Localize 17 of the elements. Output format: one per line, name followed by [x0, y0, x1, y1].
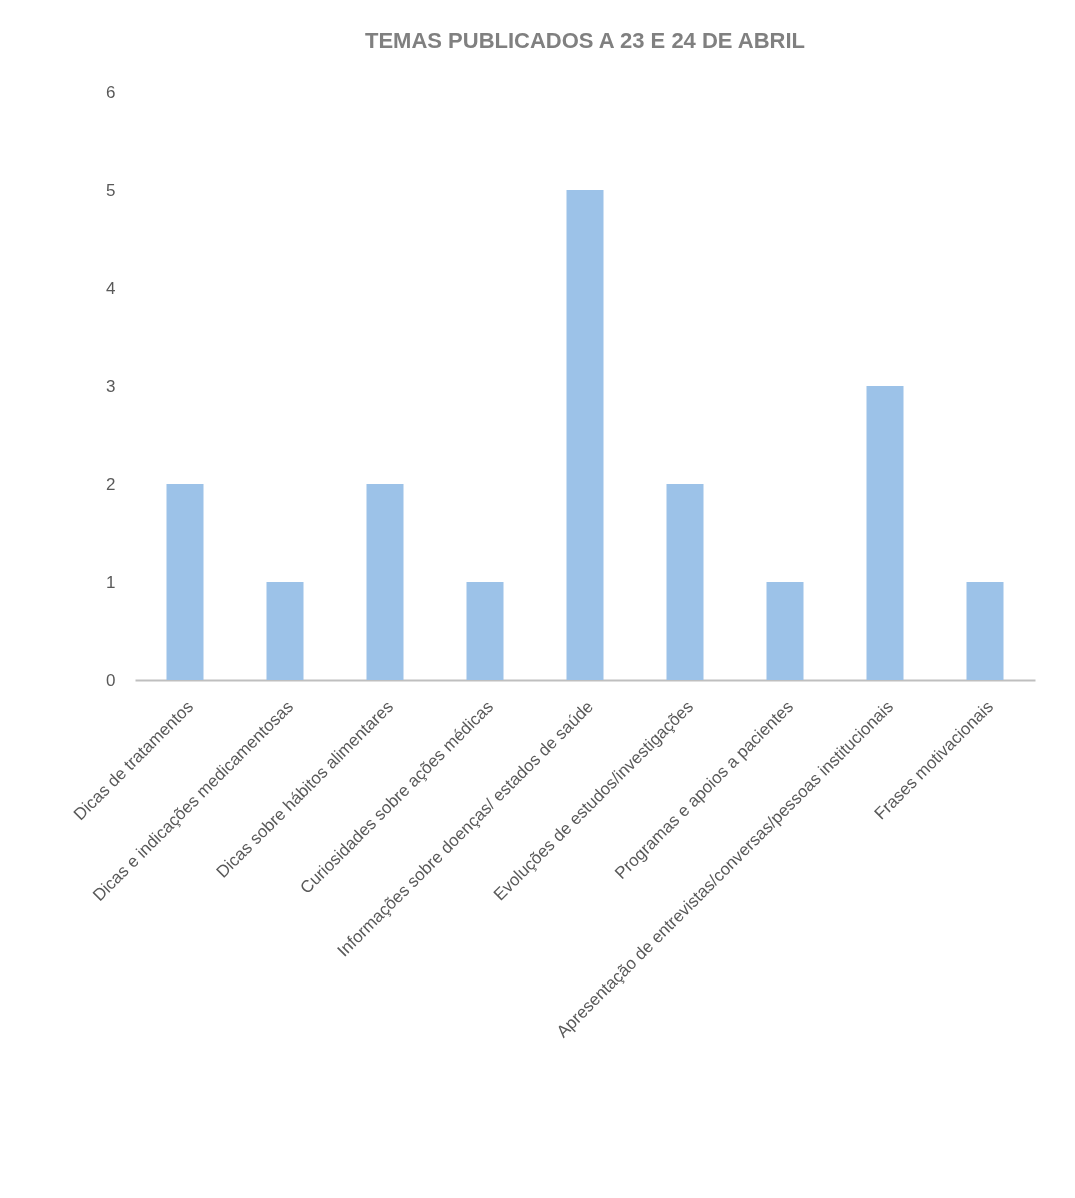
bar: [466, 582, 504, 680]
chart-title: TEMAS PUBLICADOS A 23 E 24 DE ABRIL: [364, 28, 806, 53]
bar: [266, 582, 304, 680]
bar: [566, 190, 604, 680]
y-tick-label: 3: [106, 376, 116, 396]
y-tick-label: 6: [106, 82, 116, 102]
y-tick-label: 1: [106, 572, 116, 592]
y-tick-label: 2: [106, 474, 116, 494]
bar: [866, 386, 904, 680]
bar: [966, 582, 1004, 680]
bar: [166, 484, 204, 680]
y-tick-label: 5: [106, 180, 116, 200]
bar: [766, 582, 804, 680]
bar: [366, 484, 404, 680]
y-tick-label: 0: [106, 670, 116, 690]
y-tick-label: 4: [106, 278, 116, 298]
bar: [666, 484, 704, 680]
